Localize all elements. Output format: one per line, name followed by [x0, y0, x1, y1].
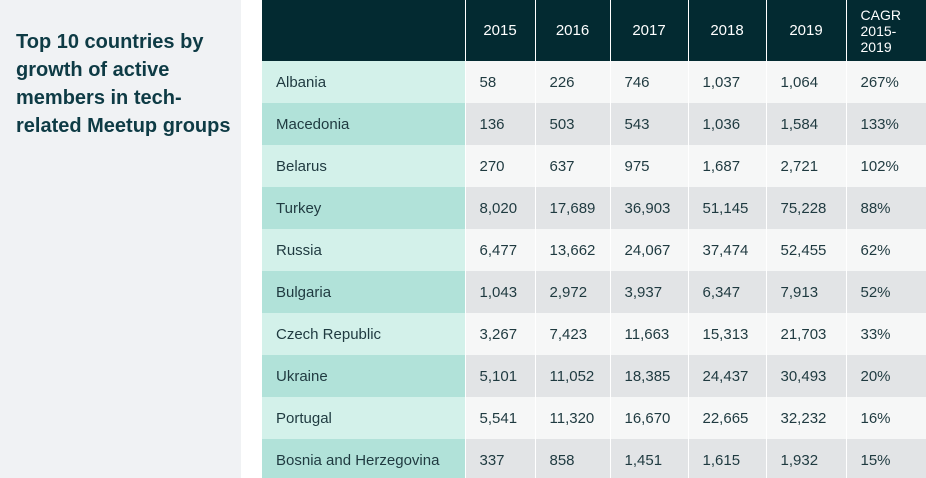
value-cell-2017: 746 [609, 61, 688, 103]
value-cell-2018: 1,037 [687, 61, 766, 103]
value-cell-2019: 2,721 [765, 145, 846, 187]
cagr-cell: 20% [845, 355, 926, 397]
value-cell-2016: 7,423 [534, 313, 610, 355]
value-cell-2015: 6,477 [464, 229, 535, 271]
value-cell-2019: 52,455 [765, 229, 846, 271]
country-cell: Bulgaria [262, 271, 465, 313]
value-cell-2016: 503 [534, 103, 610, 145]
value-cell-2017: 16,670 [609, 397, 688, 439]
header-cagr-line-2: 2015- [860, 22, 897, 39]
table-row: Turkey 8,020 17,689 36,903 51,145 75,228 88% [262, 187, 926, 229]
table-row: Portugal 5,541 11,320 16,670 22,665 32,232 16% [262, 397, 926, 439]
cagr-cell: 16% [845, 397, 926, 439]
value-cell-2018: 37,474 [687, 229, 766, 271]
table-row: Macedonia 136 503 543 1,036 1,584 133% [262, 103, 926, 145]
value-cell-2016: 11,320 [534, 397, 610, 439]
chart-title: Top 10 countries by growth of active mem… [16, 31, 231, 137]
value-cell-2016: 226 [534, 61, 610, 103]
country-cell: Russia [262, 229, 465, 271]
country-cell: Albania [262, 61, 465, 103]
value-cell-2015: 58 [464, 61, 535, 103]
value-cell-2017: 36,903 [609, 187, 688, 229]
country-cell: Bosnia and Herzegovina [262, 439, 465, 478]
cagr-cell: 33% [845, 313, 926, 355]
value-cell-2019: 1,584 [765, 103, 846, 145]
value-cell-2019: 1,932 [765, 439, 846, 478]
value-cell-2015: 1,043 [464, 271, 535, 313]
value-cell-2015: 337 [464, 439, 535, 478]
value-cell-2015: 8,020 [464, 187, 535, 229]
header-2017: 2017 [609, 0, 688, 61]
value-cell-2019: 75,228 [765, 187, 846, 229]
country-cell: Macedonia [262, 103, 465, 145]
cagr-cell: 102% [845, 145, 926, 187]
value-cell-2017: 975 [609, 145, 688, 187]
header-cagr-line-1: CAGR [860, 6, 901, 23]
value-cell-2018: 51,145 [687, 187, 766, 229]
value-cell-2018: 1,036 [687, 103, 766, 145]
table-body: Albania 58 226 746 1,037 1,064 267% Macedonia 13… [262, 61, 926, 478]
value-cell-2016: 13,662 [534, 229, 610, 271]
cagr-cell: 15% [845, 439, 926, 478]
value-cell-2019: 30,493 [765, 355, 846, 397]
value-cell-2016: 2,972 [534, 271, 610, 313]
header-2015: 2015 [464, 0, 535, 61]
country-cell: Turkey [262, 187, 465, 229]
table-row: Belarus 270 637 975 1,687 2,721 102% [262, 145, 926, 187]
header-country [262, 0, 465, 61]
value-cell-2017: 1,451 [609, 439, 688, 478]
value-cell-2015: 270 [464, 145, 535, 187]
value-cell-2017: 18,385 [609, 355, 688, 397]
value-cell-2015: 136 [464, 103, 535, 145]
header-row: 2015 2016 2017 2018 2019 CAGR 2015- 2019 [262, 0, 926, 61]
header-2016: 2016 [534, 0, 610, 61]
table-row: Russia 6,477 13,662 24,067 37,474 52,455 62% [262, 229, 926, 271]
value-cell-2015: 5,541 [464, 397, 535, 439]
value-cell-2019: 7,913 [765, 271, 846, 313]
table-row: Bosnia and Herzegovina 337 858 1,451 1,615 1,… [262, 439, 926, 478]
value-cell-2015: 3,267 [464, 313, 535, 355]
value-cell-2018: 1,615 [687, 439, 766, 478]
cagr-cell: 133% [845, 103, 926, 145]
header-2019: 2019 [765, 0, 846, 61]
value-cell-2016: 17,689 [534, 187, 610, 229]
value-cell-2017: 24,067 [609, 229, 688, 271]
data-table: 2015 2016 2017 2018 2019 CAGR 2015- 2019… [262, 0, 926, 478]
table-row: Czech Republic 3,267 7,423 11,663 15,313 21,7… [262, 313, 926, 355]
cagr-cell: 88% [845, 187, 926, 229]
cagr-cell: 52% [845, 271, 926, 313]
value-cell-2016: 858 [534, 439, 610, 478]
value-cell-2017: 11,663 [609, 313, 688, 355]
value-cell-2019: 1,064 [765, 61, 846, 103]
country-cell: Portugal [262, 397, 465, 439]
title-panel: Top 10 countries by growth of active mem… [0, 0, 241, 478]
table-row: Ukraine 5,101 11,052 18,385 24,437 30,493 20% [262, 355, 926, 397]
value-cell-2019: 21,703 [765, 313, 846, 355]
value-cell-2017: 3,937 [609, 271, 688, 313]
cagr-cell: 62% [845, 229, 926, 271]
value-cell-2018: 22,665 [687, 397, 766, 439]
country-cell: Ukraine [262, 355, 465, 397]
value-cell-2018: 24,437 [687, 355, 766, 397]
value-cell-2018: 1,687 [687, 145, 766, 187]
header-cagr-line-3: 2019 [860, 38, 892, 55]
country-cell: Czech Republic [262, 313, 465, 355]
header-2018: 2018 [687, 0, 766, 61]
cagr-cell: 267% [845, 61, 926, 103]
country-cell: Belarus [262, 145, 465, 187]
value-cell-2016: 11,052 [534, 355, 610, 397]
value-cell-2018: 6,347 [687, 271, 766, 313]
table-row: Bulgaria 1,043 2,972 3,937 6,347 7,913 52% [262, 271, 926, 313]
value-cell-2016: 637 [534, 145, 610, 187]
value-cell-2015: 5,101 [464, 355, 535, 397]
value-cell-2017: 543 [609, 103, 688, 145]
value-cell-2019: 32,232 [765, 397, 846, 439]
header-cagr: CAGR 2015- 2019 [845, 0, 926, 61]
table-row: Albania 58 226 746 1,037 1,064 267% [262, 61, 926, 103]
value-cell-2018: 15,313 [687, 313, 766, 355]
